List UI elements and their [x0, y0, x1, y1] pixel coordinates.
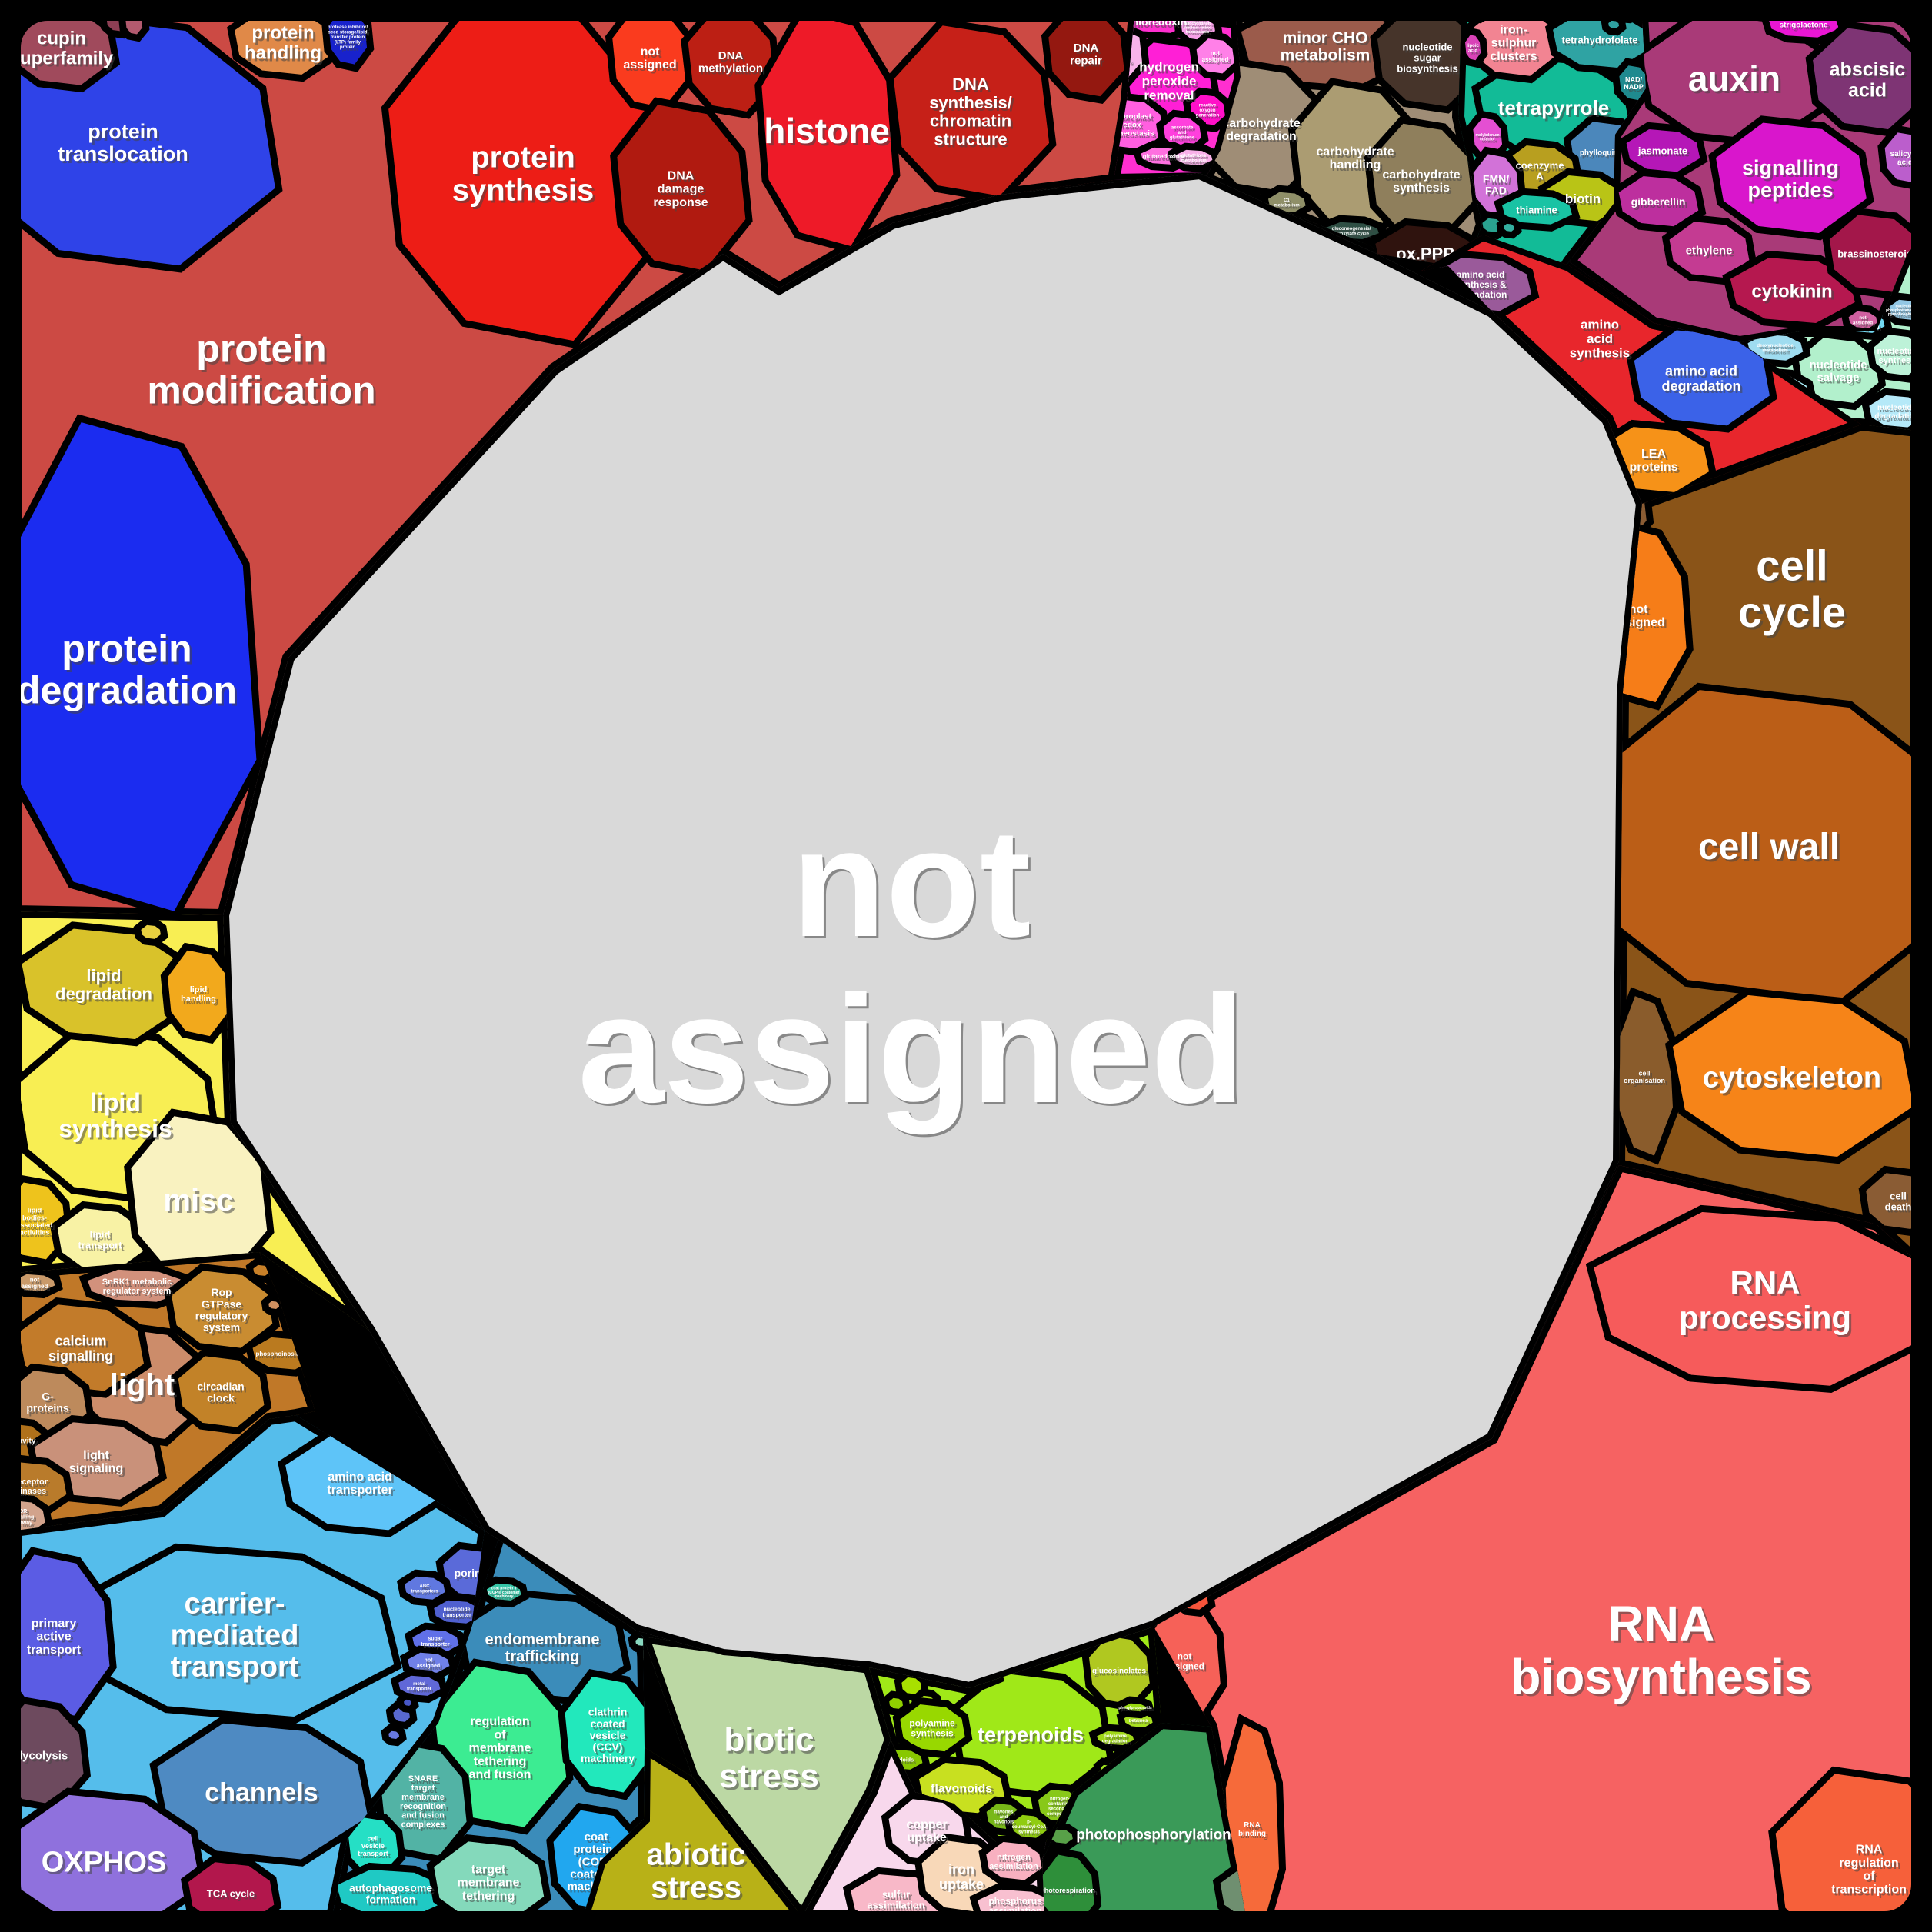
- cell-not-assigned[interactable]: [11, 1267, 63, 1299]
- cell-ox-ppp[interactable]: [1367, 218, 1482, 285]
- cell-oxphos[interactable]: [5, 1787, 208, 1930]
- cell-not-assigned[interactable]: [1587, 518, 1694, 711]
- cell-circadian-clock[interactable]: [171, 1348, 272, 1435]
- cell-cell[interactable]: [381, 1724, 407, 1747]
- cell-jasmonate[interactable]: [1618, 122, 1708, 179]
- cell-tetrahydrofolate[interactable]: [1544, 8, 1651, 75]
- cell-histone[interactable]: [754, 9, 901, 255]
- region-secondary-metabolism: terpenoidsligninbiosynthesispolyaminesyn…: [869, 1627, 1161, 1842]
- cell-thiamine[interactable]: [1494, 188, 1581, 232]
- cell-dna-methylation[interactable]: [681, 7, 781, 119]
- cell-calvin-cycle[interactable]: [1212, 1857, 1304, 1925]
- cell-signalling-peptides[interactable]: [1708, 115, 1874, 241]
- cell-cell-organisation[interactable]: [1613, 987, 1681, 1165]
- cell-cell[interactable]: [396, 1692, 419, 1714]
- cell-target-membrane-tethering[interactable]: [426, 1834, 552, 1926]
- cell-not-assigned[interactable]: [1189, 31, 1241, 81]
- cell-tca-cycle[interactable]: [180, 1854, 282, 1928]
- cell-ethylene[interactable]: [1661, 214, 1757, 285]
- cell-rop-gtpase-regulatory-system[interactable]: [164, 1263, 281, 1355]
- cell-protein-degradation[interactable]: [0, 414, 264, 915]
- cell-abscisic-acid[interactable]: [1805, 21, 1927, 137]
- cell-lipoic-acid[interactable]: [1457, 27, 1488, 68]
- cell-polyamine-degradation[interactable]: [1088, 1724, 1143, 1753]
- cell-nitrogen-assimilation[interactable]: [978, 1834, 1046, 1887]
- cell-dna-repair[interactable]: [1041, 7, 1132, 104]
- cell-clathrin-coated-vesicle-ccv-machinery[interactable]: [558, 1668, 655, 1800]
- cell-rna-regulation-of-transcription[interactable]: [1768, 1766, 1932, 1932]
- cell-phenylpropanoids[interactable]: [1116, 1696, 1155, 1719]
- cell-not-assigned[interactable]: [1840, 304, 1885, 336]
- cell-gibberellin[interactable]: [1611, 168, 1707, 234]
- cell-photorespiration[interactable]: [1038, 1847, 1102, 1930]
- cell-dna-damage-response[interactable]: [610, 97, 753, 278]
- cell-lipid-handling[interactable]: [160, 942, 238, 1044]
- cell-rna-processing[interactable]: [1585, 1204, 1932, 1393]
- cell-cytoskeleton[interactable]: [1664, 988, 1917, 1164]
- cell-cell[interactable]: [881, 1690, 911, 1717]
- cell-metal-transporter[interactable]: [390, 1668, 448, 1704]
- cell-cell[interactable]: [133, 918, 168, 947]
- cell-polyamine-synthesis[interactable]: [892, 1697, 973, 1759]
- cell-salicylic-acid[interactable]: [1877, 125, 1930, 190]
- cell-abc-transporters[interactable]: [396, 1569, 453, 1607]
- cell-snrk1-metabolic-regulator-system[interactable]: [78, 1262, 196, 1309]
- cell-cell[interactable]: [1496, 216, 1522, 239]
- cell-tor-signalling-pathway[interactable]: [0, 1493, 53, 1536]
- cell-dna-synthesis-chromatin-structure[interactable]: [886, 18, 1057, 204]
- cell-coat-protein-ii-copii-coatomer-machinery[interactable]: [478, 1576, 529, 1608]
- cell-protein-handling[interactable]: [227, 6, 341, 82]
- cell-channels[interactable]: [149, 1716, 376, 1867]
- cell-glutathione-metabolism[interactable]: [1167, 142, 1221, 173]
